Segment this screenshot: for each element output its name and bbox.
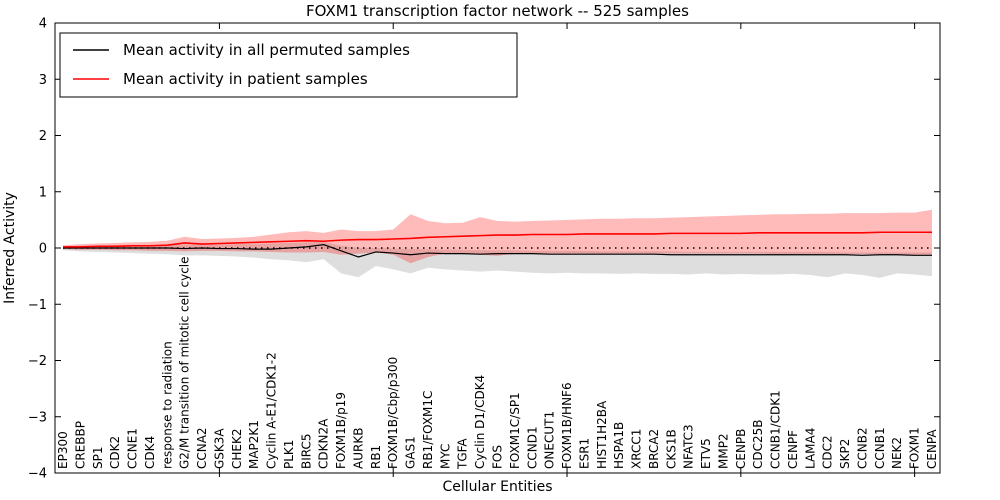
category-label: BRCA2 [647, 429, 661, 469]
category-label: CCNB2 [855, 427, 869, 469]
category-label: G2/M transition of mitotic cell cycle [178, 256, 192, 469]
ytick-label: −3 [28, 410, 47, 425]
category-label: FOXM1B/p19 [334, 392, 348, 469]
category-label: CDC25B [751, 420, 765, 470]
category-label: GAS1 [404, 436, 418, 469]
category-label: MAP2K1 [247, 420, 261, 469]
category-label: CCNB1/CDK1 [769, 390, 783, 469]
category-label: FOXM1 [908, 427, 922, 469]
ytick-label: −1 [28, 298, 47, 313]
category-label: CCNE1 [126, 428, 140, 469]
ytick-label: −4 [28, 467, 47, 482]
category-label: RB1/FOXM1C [421, 391, 435, 469]
ytick-label: 0 [39, 242, 47, 257]
category-label: XRCC1 [630, 429, 644, 469]
category-label: CDK4 [143, 436, 157, 469]
category-label: GSK3A [212, 428, 226, 469]
category-label: CREBBP [73, 421, 87, 469]
category-label: CENPB [734, 429, 748, 469]
category-label: CDK2 [108, 436, 122, 469]
ytick-label: 4 [39, 17, 47, 32]
permuted-mean-line [63, 244, 932, 258]
category-label: CENPF [786, 430, 800, 469]
ytick-label: −2 [28, 354, 47, 369]
category-label: FOXM1B/Cbp/p300 [386, 357, 400, 469]
category-label: CKS1B [664, 429, 678, 469]
category-label: FOS [491, 445, 505, 469]
category-label: Cyclin A-E1/CDK1-2 [265, 352, 279, 469]
category-label: NFATC3 [682, 424, 696, 469]
category-label: ESR1 [577, 438, 591, 469]
permuted-band [63, 241, 932, 278]
y-axis-label: Inferred Activity [2, 192, 18, 304]
patient-mean-line [63, 231, 932, 248]
ytick-label: 2 [39, 129, 47, 144]
ytick-label: 1 [39, 185, 47, 200]
category-label: RB1 [369, 445, 383, 469]
category-label: CCNB1 [873, 427, 887, 469]
category-label: ONECUT1 [543, 411, 557, 469]
category-label: response to radiation [160, 341, 174, 469]
category-label: Cyclin D1/CDK4 [473, 375, 487, 469]
category-label: CDKN2A [317, 418, 331, 469]
category-label: HIST1H2BA [595, 400, 609, 469]
ytick-label: 3 [39, 73, 47, 88]
category-label: TGFA [456, 438, 470, 470]
category-label: SKP2 [838, 439, 852, 469]
category-label: PLK1 [282, 440, 296, 469]
category-label: CDC2 [821, 435, 835, 469]
chart-title: FOXM1 transcription factor network -- 52… [306, 2, 689, 20]
legend-label: Mean activity in all permuted samples [123, 41, 410, 59]
category-label: CCNA2 [195, 427, 209, 469]
category-label: ETV5 [699, 438, 713, 469]
category-label: AURKB [351, 428, 365, 469]
category-label: NEK2 [890, 437, 904, 469]
category-label: LAMA4 [803, 428, 817, 469]
legend-box [59, 32, 518, 98]
patient-band [63, 209, 932, 264]
category-label: CCND1 [525, 426, 539, 469]
legend-label: Mean activity in patient samples [123, 70, 368, 88]
category-label: MMP2 [716, 433, 730, 469]
category-label: MYC [438, 444, 452, 469]
category-label: BIRC5 [299, 433, 313, 469]
x-axis-label: Cellular Entities [442, 479, 552, 495]
category-label: FOXM1C/SP1 [508, 392, 522, 469]
category-label: CENPA [925, 429, 939, 469]
category-label: SP1 [91, 447, 105, 470]
category-label: FOXM1B/HNF6 [560, 382, 574, 469]
category-label: EP300 [56, 431, 70, 469]
category-label: CHEK2 [230, 429, 244, 470]
category-label: HSPA1B [612, 422, 626, 469]
